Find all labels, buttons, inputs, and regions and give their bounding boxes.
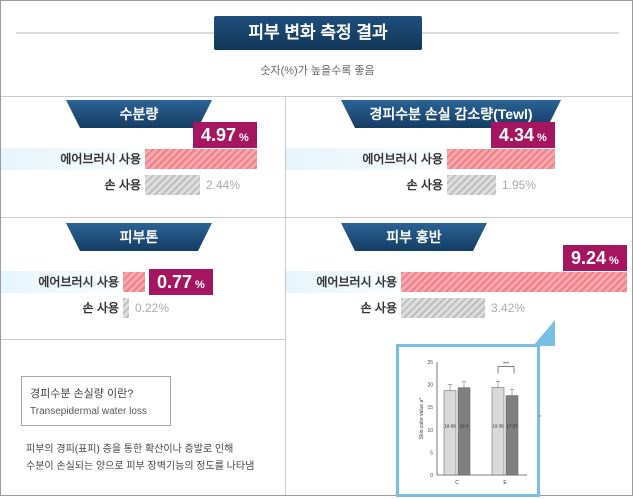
value-badge-airbrush: 4.34% [491, 122, 555, 148]
inset-significance-bracket [497, 366, 515, 374]
inset-y-tick-label: 10 [427, 428, 433, 434]
highlight-row-band [286, 271, 421, 293]
highlight-row-band [1, 271, 143, 293]
bar-airbrush [401, 272, 627, 292]
value-badge-airbrush: 0.77% [149, 269, 213, 295]
inset-bar [505, 395, 519, 476]
inset-chart: 0 5 10 15 20 25 Skin color value a* 18.66 19.3 C 1… [419, 360, 527, 486]
category-label: 에어브러시 사용 [316, 275, 397, 289]
page-title: 피부 변화 측정 결과 [214, 16, 422, 50]
page-subtitle: 숫자(%)가 높을수록 좋음 [260, 65, 375, 77]
tewl-definition-english: Transepidermal water loss [30, 406, 147, 417]
inset-y-tick-label: 20 [427, 383, 433, 389]
value-badge-airbrush: 4.97% [193, 122, 257, 148]
value-airbrush: 4.34 [499, 125, 535, 145]
grid-line-middle [1, 217, 632, 218]
inset-value-label: 17.57 [506, 424, 518, 429]
category-label: 손 사용 [104, 178, 141, 192]
inset-bar [491, 387, 505, 476]
inset-category-label: E [503, 480, 507, 486]
value-unit: % [537, 132, 547, 144]
category-label: 손 사용 [82, 301, 119, 315]
value-hand: 0.22% [135, 301, 170, 315]
inset-pointer [533, 320, 555, 346]
grid-line-top [1, 96, 632, 97]
value-hand: 1.95% [502, 178, 537, 192]
highlight-row-band [1, 148, 165, 170]
panel-title-ribbon: 수분량 [66, 100, 212, 128]
inset-value-label: 19.3 [460, 424, 469, 429]
value-airbrush: 9.24 [571, 248, 607, 268]
inset-y-tick-label: 0 [430, 473, 433, 479]
inset-value-label: 18.66 [444, 424, 456, 429]
tewl-definition-box: 경피수분 손실량 이란? Transepidermal water loss [21, 376, 171, 426]
bar-hand [145, 175, 200, 195]
inset-y-tick-label: 25 [427, 360, 433, 366]
bar-hand [123, 298, 129, 318]
inset-category-label: C [455, 480, 459, 486]
grid-line-vertical [285, 96, 286, 495]
category-label: 손 사용 [406, 178, 443, 192]
inset-chart-frame: 0 5 10 15 20 25 Skin color value a* 18.66 19.3 C 1… [396, 344, 540, 497]
value-unit: % [609, 255, 619, 267]
highlight-row-band [286, 148, 467, 170]
category-label: 에어브러시 사용 [60, 152, 141, 166]
panel-title-ribbon: 피부톤 [66, 223, 212, 251]
inset-side-mark: › [539, 411, 542, 420]
bar-airbrush [145, 149, 257, 169]
inset-bar [457, 387, 471, 476]
category-label: 에어브러시 사용 [38, 275, 119, 289]
value-airbrush: 0.77 [157, 272, 193, 292]
value-hand: 2.44% [206, 178, 241, 192]
inset-y-tick-label: 15 [427, 405, 433, 411]
tewl-definition-title: 경피수분 손실량 이란? [30, 388, 134, 400]
panel-title-ribbon: 피부 홍반 [341, 223, 487, 251]
category-label: 손 사용 [360, 301, 397, 315]
tewl-description-line-2: 수분이 손실되는 양으로 피부 장벽기능의 정도를 나타냄 [26, 461, 255, 472]
value-unit: % [195, 279, 205, 291]
inset-y-axis-label: Skin color value a* [419, 398, 425, 439]
value-airbrush: 4.97 [201, 125, 237, 145]
tewl-description: 피부의 경피(표피) 층을 통한 확산이나 증발로 인해 수분이 손실되는 양으… [26, 441, 276, 475]
bar-airbrush [123, 272, 145, 292]
bar-hand [447, 175, 496, 195]
grid-line-bottom-left [1, 339, 285, 340]
inset-y-tick-label: 5 [430, 450, 433, 456]
category-label: 에어브러시 사용 [362, 152, 443, 166]
bar-hand [401, 298, 485, 318]
bar-airbrush [447, 149, 555, 169]
inset-value-label: 19.36 [492, 424, 504, 429]
value-hand: 3.42% [491, 301, 526, 315]
inset-bar [443, 390, 457, 476]
value-unit: % [239, 132, 249, 144]
tewl-description-line-1: 피부의 경피(표피) 층을 통한 확산이나 증발로 인해 [26, 444, 234, 455]
value-badge-airbrush: 9.24% [563, 245, 627, 271]
title-rule-left [16, 32, 214, 34]
inset-significance-label: *** [503, 362, 509, 368]
title-rule-right [422, 32, 619, 34]
